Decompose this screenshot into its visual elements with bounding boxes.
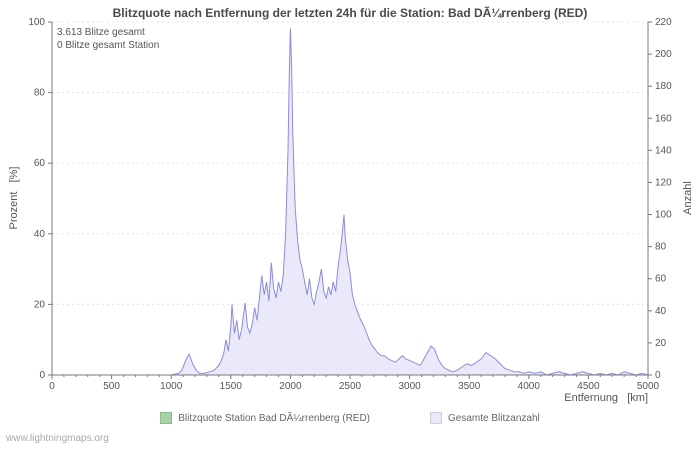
right-tick-label: 40	[655, 306, 667, 317]
x-tick-label: 5000	[637, 381, 660, 392]
legend-item-total: Gesamte Blitzanzahl	[430, 412, 540, 424]
right-tick-label: 0	[655, 370, 661, 381]
x-tick-label: 3500	[458, 381, 481, 392]
right-tick-label: 20	[655, 338, 667, 349]
right-tick-label: 120	[655, 177, 672, 188]
right-tick-label: 200	[655, 49, 672, 60]
right-tick-label: 180	[655, 81, 672, 92]
left-tick-label: 20	[34, 299, 46, 310]
right-tick-label: 60	[655, 274, 667, 285]
x-tick-label: 4500	[577, 381, 600, 392]
right-tick-label: 80	[655, 242, 667, 253]
x-tick-label: 2500	[339, 381, 362, 392]
x-tick-label: 3000	[398, 381, 421, 392]
legend-label-station: Blitzquote Station Bad DÃ¼rrenberg (RED)	[178, 412, 371, 424]
x-tick-label: 1000	[160, 381, 183, 392]
watermark-text: www.lightningmaps.org	[6, 433, 109, 444]
page-title: Blitzquote nach Entfernung der letzten 2…	[112, 6, 588, 20]
x-tick-label: 2000	[279, 381, 302, 392]
legend-swatch-total	[430, 412, 443, 424]
x-tick-label: 500	[103, 381, 120, 392]
x-axis-label: Entfernung [km]	[564, 392, 648, 404]
legend: Blitzquote Station Bad DÃ¼rrenberg (RED)…	[0, 412, 700, 424]
right-tick-label: 160	[655, 113, 672, 124]
right-tick-label: 140	[655, 145, 672, 156]
annotation-station-strikes: 0 Blitze gesamt Station	[57, 40, 160, 51]
annotation-total-strikes: 3.613 Blitze gesamt	[57, 27, 145, 38]
x-tick-label: 0	[49, 381, 55, 392]
total-line-series	[52, 28, 649, 376]
x-tick-label: 1500	[220, 381, 243, 392]
left-tick-label: 100	[28, 17, 45, 28]
total-area-series	[52, 28, 648, 376]
right-tick-label: 100	[655, 210, 672, 221]
left-tick-label: 60	[34, 158, 46, 169]
left-tick-label: 40	[34, 229, 46, 240]
right-axis-label: Anzahl	[682, 181, 694, 215]
x-tick-label: 4000	[518, 381, 541, 392]
left-tick-label: 0	[39, 370, 45, 381]
legend-label-total: Gesamte Blitzanzahl	[448, 412, 540, 424]
left-tick-label: 80	[34, 88, 46, 99]
legend-item-station: Blitzquote Station Bad DÃ¼rrenberg (RED)	[160, 412, 370, 424]
left-axis-label: Prozent [%]	[8, 166, 20, 230]
legend-swatch-station	[160, 412, 173, 424]
right-tick-label: 220	[655, 17, 672, 28]
